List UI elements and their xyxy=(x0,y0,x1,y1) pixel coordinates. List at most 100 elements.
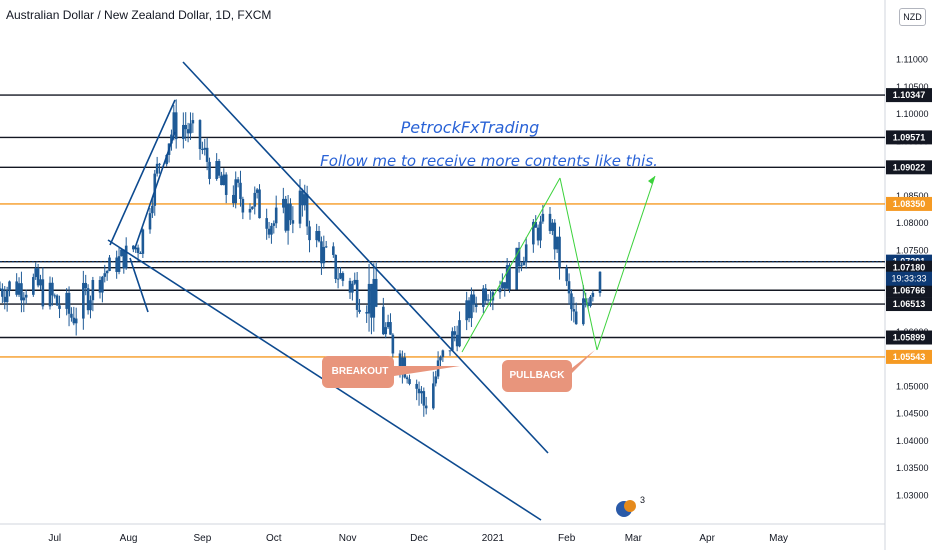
candle-body xyxy=(541,213,545,222)
level-price-tag xyxy=(886,330,932,345)
candle-body xyxy=(439,356,442,361)
candle-body xyxy=(55,295,59,306)
candle-body xyxy=(551,222,554,231)
candle-body xyxy=(472,294,476,305)
candle-body xyxy=(517,247,521,267)
level-price-label: 1.09571 xyxy=(893,132,926,142)
candle-body xyxy=(398,353,402,372)
breakout-label: BREAKOUT xyxy=(332,366,389,377)
candle-body xyxy=(182,124,185,140)
candle-body xyxy=(186,129,190,134)
candle-body xyxy=(34,268,38,278)
candle-body xyxy=(208,161,211,179)
candle-body xyxy=(374,278,378,307)
candle-body xyxy=(286,203,290,231)
candle-body xyxy=(332,246,335,255)
candle-body xyxy=(503,282,507,289)
candle-body xyxy=(470,294,473,319)
candle-body xyxy=(234,179,238,204)
author-name-text: PetrockFxTrading xyxy=(401,118,540,137)
candle-body xyxy=(317,230,321,242)
candle-body xyxy=(534,221,538,228)
candle-body xyxy=(365,311,368,314)
candle-body xyxy=(86,288,90,311)
candle-body xyxy=(248,208,252,213)
candle-body xyxy=(555,236,559,250)
candle-body xyxy=(532,221,535,245)
candle-body xyxy=(305,194,309,227)
candle-body xyxy=(224,174,228,195)
candle-body xyxy=(591,292,595,297)
candle-body xyxy=(222,174,226,186)
candle-body xyxy=(386,322,390,328)
breakout-callout xyxy=(322,356,460,388)
level-price-tag xyxy=(886,88,932,103)
candle-body xyxy=(184,124,188,130)
candle-body xyxy=(341,273,345,281)
candle-body xyxy=(489,299,492,301)
candle-body xyxy=(384,327,388,335)
candle-body xyxy=(548,213,552,231)
level-price-tag xyxy=(886,260,932,275)
candle-body xyxy=(103,273,107,277)
y-tick-label: 1.04500 xyxy=(896,409,929,419)
candle-body xyxy=(274,207,278,224)
candle-body xyxy=(170,134,173,144)
y-tick-label: 1.08000 xyxy=(896,218,929,228)
candle-body xyxy=(82,282,85,319)
candle-body xyxy=(474,304,478,307)
x-tick-label: 2021 xyxy=(482,533,505,544)
x-tick-label: Dec xyxy=(410,533,428,544)
candle-body xyxy=(198,120,202,150)
level-price-tag xyxy=(886,297,932,312)
x-tick-label: Aug xyxy=(120,533,138,544)
candle-body xyxy=(203,147,207,150)
countdown-label: 19:33:33 xyxy=(891,274,926,284)
candle-body xyxy=(432,383,435,409)
currency-button[interactable]: NZD xyxy=(899,8,926,26)
candle-body xyxy=(498,288,502,293)
candle-body xyxy=(315,230,318,241)
candle-body xyxy=(322,246,326,264)
candle-body xyxy=(101,276,104,293)
trend-line-up-2 xyxy=(134,131,176,249)
candle-body xyxy=(401,357,404,372)
candle-body xyxy=(334,254,338,279)
candle-body xyxy=(586,302,590,306)
x-tick-label: Apr xyxy=(699,533,715,544)
candle-body xyxy=(32,277,35,295)
candle-body xyxy=(165,154,168,165)
candle-body xyxy=(558,236,561,268)
candle-body xyxy=(136,247,140,254)
candle-body xyxy=(72,317,76,324)
candle-body xyxy=(65,292,68,309)
candle-body xyxy=(0,288,2,290)
x-tick-label: Sep xyxy=(193,533,211,544)
candle-body xyxy=(124,245,128,269)
candle-body xyxy=(67,292,71,314)
candle-body xyxy=(84,282,88,289)
candle-body xyxy=(291,220,295,224)
level-price-label: 1.10347 xyxy=(893,90,926,100)
pullback-callout xyxy=(502,350,595,392)
candle-body xyxy=(284,198,288,231)
candle-body xyxy=(98,279,102,293)
candle-body xyxy=(270,225,273,235)
candle-body xyxy=(574,311,578,325)
countdown-tag xyxy=(886,271,932,286)
events-badge-count: 3 xyxy=(640,495,645,505)
candle-body xyxy=(139,253,142,255)
candle-body xyxy=(408,379,411,384)
candle-body xyxy=(453,331,457,335)
candle-body xyxy=(3,296,7,303)
pullback-label: PULLBACK xyxy=(510,370,566,381)
channel-extension-line xyxy=(129,257,149,313)
candle-body xyxy=(189,123,192,134)
candle-body xyxy=(336,278,340,280)
follow-message-text: Follow me to receive more contents like … xyxy=(320,152,658,170)
candle-body xyxy=(458,320,461,347)
candle-body xyxy=(382,306,385,335)
candle-body xyxy=(58,305,61,309)
